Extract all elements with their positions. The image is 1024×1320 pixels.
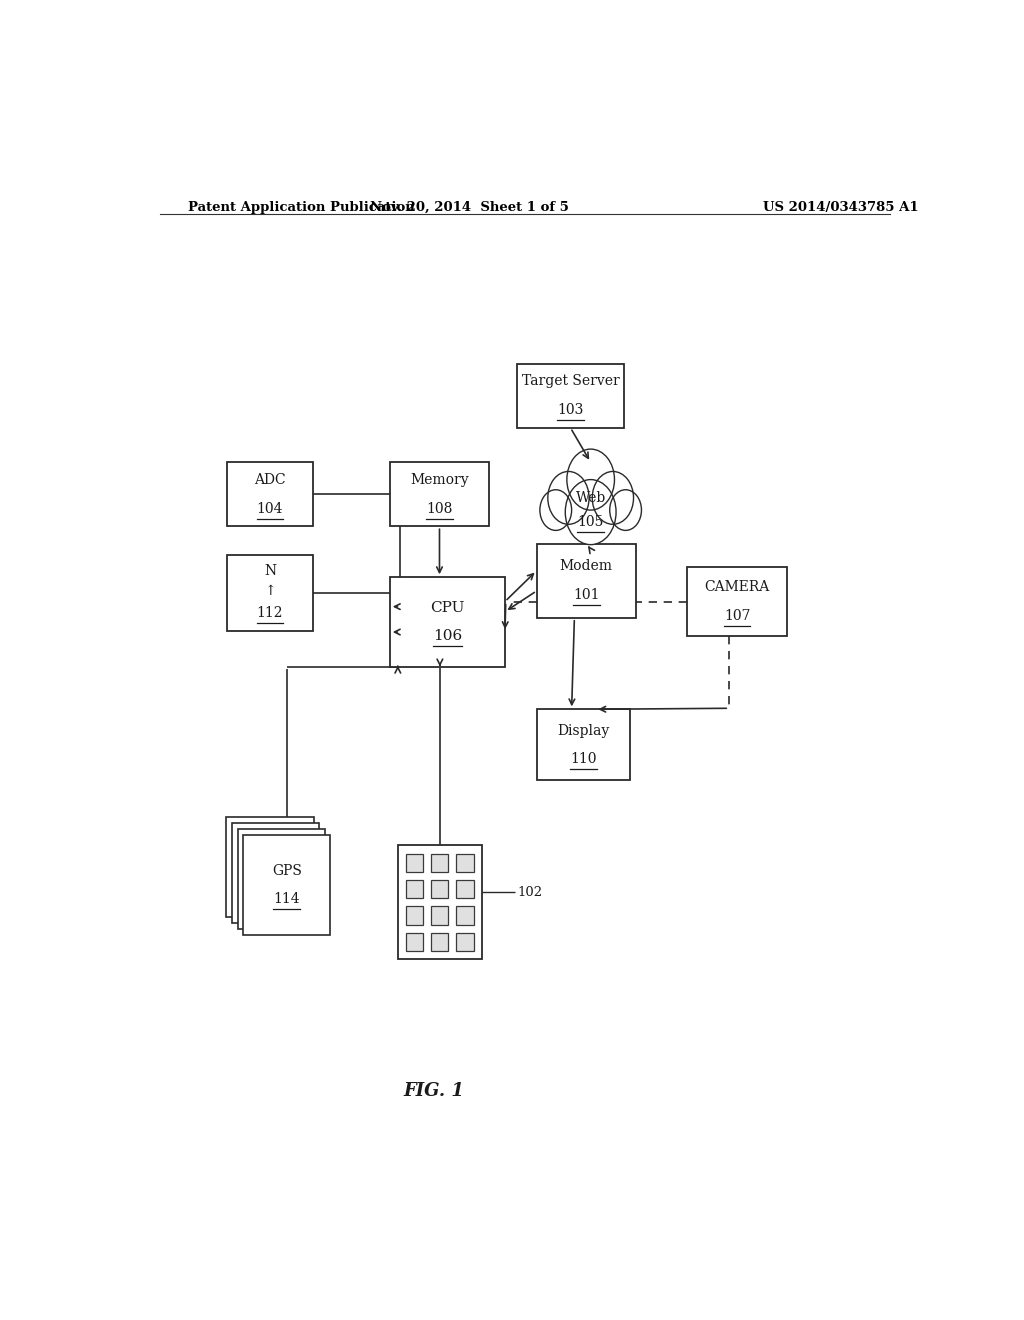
Text: ↑: ↑: [264, 583, 275, 598]
Bar: [537, 544, 636, 618]
Circle shape: [567, 449, 614, 510]
Text: 107: 107: [724, 609, 751, 623]
Text: 112: 112: [257, 606, 284, 620]
Circle shape: [609, 490, 641, 531]
Bar: [537, 709, 631, 780]
Bar: [457, 880, 474, 899]
Bar: [457, 933, 474, 952]
Text: 114: 114: [273, 892, 300, 907]
Bar: [398, 846, 481, 960]
Bar: [457, 907, 474, 925]
Bar: [243, 836, 331, 935]
Text: ADC: ADC: [254, 473, 286, 487]
Circle shape: [565, 479, 616, 545]
Bar: [390, 577, 505, 667]
Text: 101: 101: [573, 587, 600, 602]
Bar: [390, 462, 489, 527]
Circle shape: [540, 490, 571, 531]
Bar: [517, 364, 624, 428]
Text: CAMERA: CAMERA: [705, 581, 770, 594]
Bar: [431, 907, 449, 925]
Bar: [457, 854, 474, 873]
Text: 105: 105: [578, 515, 604, 529]
Bar: [226, 817, 313, 916]
Text: 106: 106: [433, 630, 462, 643]
Text: Web: Web: [575, 491, 606, 504]
Bar: [232, 824, 319, 923]
Circle shape: [548, 471, 589, 524]
Text: Patent Application Publication: Patent Application Publication: [187, 201, 415, 214]
Text: US 2014/0343785 A1: US 2014/0343785 A1: [763, 201, 919, 214]
Text: 103: 103: [557, 403, 584, 417]
Bar: [407, 854, 423, 873]
Text: Nov. 20, 2014  Sheet 1 of 5: Nov. 20, 2014 Sheet 1 of 5: [370, 201, 568, 214]
Text: Display: Display: [557, 723, 609, 738]
Text: Memory: Memory: [411, 473, 469, 487]
Text: 104: 104: [257, 502, 284, 516]
Bar: [238, 829, 325, 929]
Bar: [407, 880, 423, 899]
Text: 102: 102: [517, 886, 543, 899]
Circle shape: [592, 471, 634, 524]
Text: N: N: [264, 564, 276, 578]
Bar: [227, 554, 313, 631]
Bar: [407, 907, 423, 925]
Text: 108: 108: [426, 502, 453, 516]
Bar: [227, 462, 313, 527]
Text: Modem: Modem: [560, 560, 612, 573]
Bar: [431, 854, 449, 873]
Text: 110: 110: [570, 752, 597, 766]
Bar: [431, 933, 449, 952]
Text: GPS: GPS: [271, 863, 302, 878]
Bar: [687, 568, 786, 636]
Bar: [407, 933, 423, 952]
Text: CPU: CPU: [430, 601, 465, 615]
Text: FIG. 1: FIG. 1: [403, 1082, 464, 1101]
Bar: [431, 880, 449, 899]
Text: Target Server: Target Server: [521, 375, 620, 388]
